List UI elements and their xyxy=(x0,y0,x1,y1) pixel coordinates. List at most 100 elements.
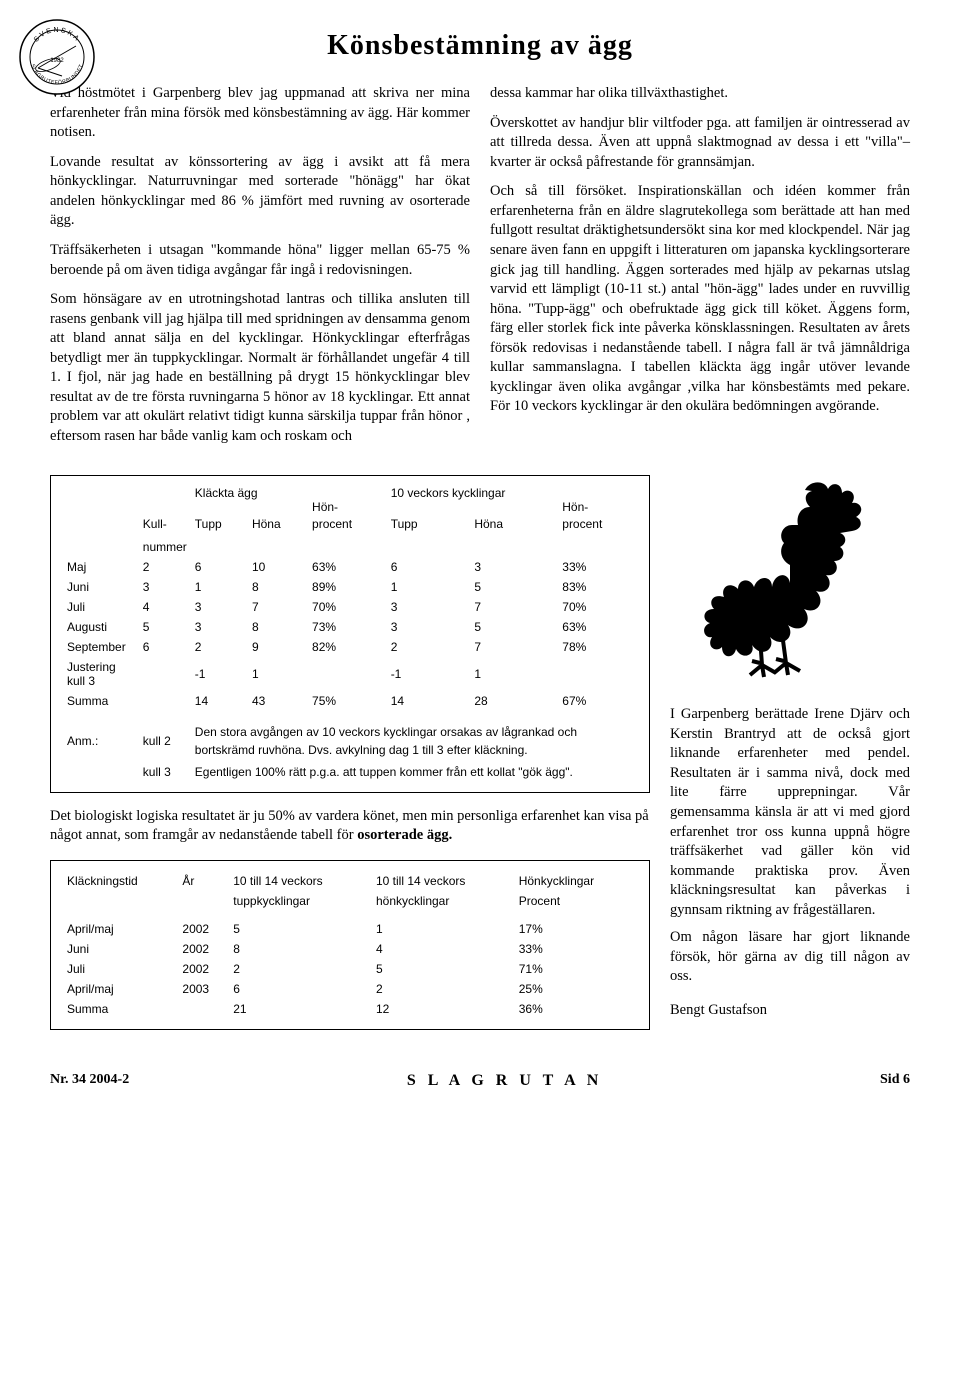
body-paragraph: Som hönsägare av en utrotningshotad lant… xyxy=(50,290,470,447)
table-header: 10 till 14 veckors xyxy=(372,871,515,891)
table-row: Summa144375%142867% xyxy=(63,691,637,711)
page-number: Sid 6 xyxy=(880,1072,910,1090)
lower-section: Kläckta ägg 10 veckors kycklingar Hön- H… xyxy=(50,475,910,1044)
table-cell: 82% xyxy=(308,637,387,657)
rooster-illustration xyxy=(670,475,910,692)
body-paragraph: Överskottet av handjur blir viltfoder pg… xyxy=(490,114,910,173)
table-cell: 1 xyxy=(248,657,308,691)
table-header: Hön- xyxy=(558,500,637,514)
table-row: Juli43770%3770% xyxy=(63,597,637,617)
table-cell: 78% xyxy=(558,637,637,657)
table-cell: 12 xyxy=(372,999,515,1019)
tables-column: Kläckta ägg 10 veckors kycklingar Hön- H… xyxy=(50,475,650,1044)
body-paragraph: Lovande resultat av könssortering av ägg… xyxy=(50,153,470,231)
table-cell: September xyxy=(63,637,139,657)
table-row: Augusti53873%3563% xyxy=(63,617,637,637)
table-cell: 8 xyxy=(248,617,308,637)
table-cell: -1 xyxy=(387,657,471,691)
table-cell: April/maj xyxy=(63,979,178,999)
logo-year: 1982 xyxy=(50,58,64,64)
table-cell: 14 xyxy=(387,691,471,711)
table-row: Juli20022571% xyxy=(63,959,637,979)
table-header: procent xyxy=(308,514,387,537)
table-cell: 83% xyxy=(558,577,637,597)
table-cell: April/maj xyxy=(63,919,178,939)
table-cell: 6 xyxy=(191,557,248,577)
table-header: Kläckningstid xyxy=(63,871,178,891)
table-cell: 1 xyxy=(372,919,515,939)
table-header: nummer xyxy=(139,537,191,557)
table-note-kull: kull 3 xyxy=(139,762,191,782)
table-row: Summa211236% xyxy=(63,999,637,1019)
table-cell: 28 xyxy=(470,691,558,711)
table-row: Maj261063%6333% xyxy=(63,557,637,577)
body-paragraph: Vid höstmötet i Garpenberg blev jag uppm… xyxy=(50,84,470,143)
table-note-text: Egentligen 100% rätt p.g.a. att tuppen k… xyxy=(191,762,637,782)
table-cell: 2 xyxy=(372,979,515,999)
table-cell: 2 xyxy=(139,557,191,577)
table-cell: 70% xyxy=(558,597,637,617)
table-cell: 63% xyxy=(308,557,387,577)
table-cell: 1 xyxy=(387,577,471,597)
table-cell: Juni xyxy=(63,939,178,959)
body-paragraph: Träffsäkerheten i utsagan "kommande höna… xyxy=(50,241,470,280)
table-cell: 63% xyxy=(558,617,637,637)
table-cell: 2002 xyxy=(178,959,229,979)
table-cell: 2003 xyxy=(178,979,229,999)
table-cell: 4 xyxy=(139,597,191,617)
table-cell: Juli xyxy=(63,597,139,617)
article-title: Könsbestämning av ägg xyxy=(50,30,910,62)
table-cell: 7 xyxy=(248,597,308,617)
table-cell: 2 xyxy=(191,637,248,657)
table-cell: 36% xyxy=(515,999,637,1019)
table-cell: -1 xyxy=(191,657,248,691)
table-cell: 14 xyxy=(191,691,248,711)
table-cell: 67% xyxy=(558,691,637,711)
table-cell: 75% xyxy=(308,691,387,711)
article-body-columns: Vid höstmötet i Garpenberg blev jag uppm… xyxy=(50,84,910,457)
side-paragraph: I Garpenberg berättade Irene Djärv och K… xyxy=(670,705,910,920)
table-cell: 3 xyxy=(191,617,248,637)
table-cell: 3 xyxy=(191,597,248,617)
table-cell xyxy=(308,657,387,691)
table-cell: Summa xyxy=(63,999,178,1019)
table-cell: 9 xyxy=(248,637,308,657)
table-cell: 43 xyxy=(248,691,308,711)
table-cell: 89% xyxy=(308,577,387,597)
table-cell: 2002 xyxy=(178,919,229,939)
table-row: Juni20028433% xyxy=(63,939,637,959)
table-cell: 6 xyxy=(139,637,191,657)
body-paragraph: dessa kammar har olika tillväxthastighet… xyxy=(490,84,910,104)
table-cell: 1 xyxy=(470,657,558,691)
magazine-name: S L A G R U T A N xyxy=(407,1072,602,1090)
table-header: hönkycklingar xyxy=(372,891,515,911)
table-group-header: Kläckta ägg xyxy=(191,486,308,500)
table-header: Höna xyxy=(248,514,308,537)
table-cell: 5 xyxy=(372,959,515,979)
table-header: Hönkycklingar xyxy=(515,871,637,891)
table-cell: 3 xyxy=(139,577,191,597)
results-table-2: Kläckningstid År 10 till 14 veckors 10 t… xyxy=(50,860,650,1030)
table-cell xyxy=(178,999,229,1019)
table-note-label: Anm.: xyxy=(63,711,139,762)
table-cell: 25% xyxy=(515,979,637,999)
table-cell: Juli xyxy=(63,959,178,979)
table-cell: 4 xyxy=(372,939,515,959)
table-header: År xyxy=(178,871,229,891)
side-paragraph: Om någon läsare har gjort liknande försö… xyxy=(670,928,910,987)
issue-number: Nr. 34 2004-2 xyxy=(50,1072,129,1090)
table-cell: 8 xyxy=(248,577,308,597)
table-cell: 7 xyxy=(470,597,558,617)
table-cell: 5 xyxy=(470,617,558,637)
table-header: Tupp xyxy=(387,514,471,537)
table-cell: Juni xyxy=(63,577,139,597)
table-cell: 5 xyxy=(229,919,372,939)
table-note-text: Den stora avgången av 10 veckors kycklin… xyxy=(191,711,637,762)
table-cell: 17% xyxy=(515,919,637,939)
table-cell: 33% xyxy=(515,939,637,959)
table-cell: 10 xyxy=(248,557,308,577)
results-table-1: Kläckta ägg 10 veckors kycklingar Hön- H… xyxy=(50,475,650,793)
table-header: Kull- xyxy=(139,514,191,537)
table-cell: 73% xyxy=(308,617,387,637)
table-cell: Justering kull 3 xyxy=(63,657,139,691)
